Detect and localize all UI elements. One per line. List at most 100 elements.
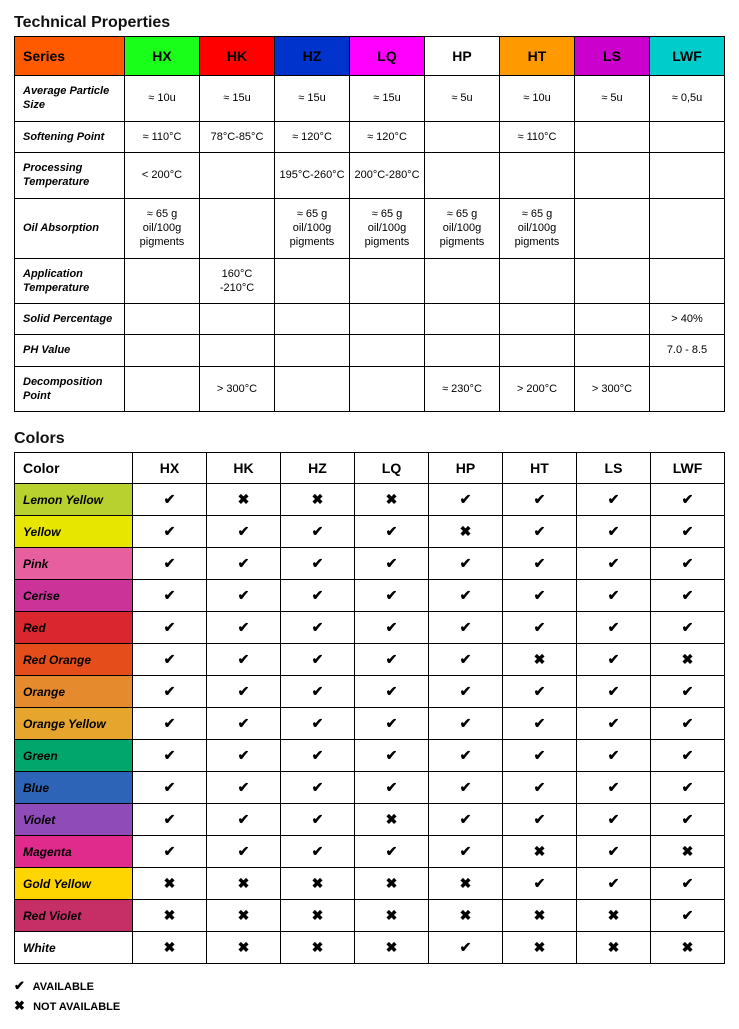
tech-cell bbox=[200, 153, 275, 199]
colors-cell: ✔ bbox=[429, 932, 503, 964]
tech-cell: < 200°C bbox=[125, 153, 200, 199]
colors-cell: ✔ bbox=[429, 836, 503, 868]
colors-cell: ✖ bbox=[133, 900, 207, 932]
colors-cell: ✔ bbox=[281, 548, 355, 580]
check-icon: ✔ bbox=[386, 843, 398, 859]
colors-cell: ✖ bbox=[429, 900, 503, 932]
colors-cell: ✔ bbox=[281, 580, 355, 612]
tech-row: Average Particle Size≈ 10u≈ 15u≈ 15u≈ 15… bbox=[15, 76, 725, 122]
tech-cell bbox=[350, 366, 425, 412]
tech-row: Softening Point≈ 110°C78°C-85°C≈ 120°C≈ … bbox=[15, 121, 725, 152]
legend: ✔ AVAILABLE ✖ NOT AVAILABLE bbox=[14, 976, 725, 1015]
check-icon: ✔ bbox=[608, 587, 620, 603]
check-icon: ✔ bbox=[460, 715, 472, 731]
colors-cell: ✖ bbox=[207, 932, 281, 964]
colors-row: Red Orange✔✔✔✔✔✖✔✖ bbox=[15, 644, 725, 676]
colors-cell: ✖ bbox=[281, 932, 355, 964]
tech-header-col: HZ bbox=[275, 37, 350, 76]
tech-cell: ≈ 0,5u bbox=[650, 76, 725, 122]
check-icon: ✔ bbox=[312, 715, 324, 731]
check-icon: ✔ bbox=[312, 555, 324, 571]
check-icon: ✔ bbox=[312, 523, 324, 539]
check-icon: ✔ bbox=[460, 555, 472, 571]
tech-cell: ≈ 15u bbox=[275, 76, 350, 122]
colors-cell: ✖ bbox=[355, 804, 429, 836]
colors-header-col: HZ bbox=[281, 453, 355, 484]
colors-cell: ✖ bbox=[133, 932, 207, 964]
colors-row-label: Red Violet bbox=[15, 900, 133, 932]
tech-cell bbox=[575, 153, 650, 199]
colors-cell: ✔ bbox=[281, 612, 355, 644]
check-icon: ✔ bbox=[460, 587, 472, 603]
colors-cell: ✔ bbox=[207, 516, 281, 548]
colors-cell: ✔ bbox=[651, 484, 725, 516]
colors-cell: ✔ bbox=[651, 516, 725, 548]
tech-cell: ≈ 230°C bbox=[425, 366, 500, 412]
tech-cell bbox=[425, 121, 500, 152]
tech-cell bbox=[650, 153, 725, 199]
tech-cell bbox=[575, 258, 650, 304]
colors-cell: ✖ bbox=[355, 932, 429, 964]
colors-row-label: Orange bbox=[15, 676, 133, 708]
colors-cell: ✖ bbox=[207, 484, 281, 516]
colors-row-label: Yellow bbox=[15, 516, 133, 548]
cross-icon: ✖ bbox=[460, 523, 472, 539]
check-icon: ✔ bbox=[608, 523, 620, 539]
tech-cell bbox=[425, 258, 500, 304]
colors-cell: ✖ bbox=[503, 932, 577, 964]
check-icon: ✔ bbox=[460, 843, 472, 859]
check-icon: ✔ bbox=[608, 779, 620, 795]
colors-header-color: Color bbox=[15, 453, 133, 484]
colors-row-label: Cerise bbox=[15, 580, 133, 612]
colors-cell: ✖ bbox=[281, 900, 355, 932]
colors-cell: ✔ bbox=[429, 708, 503, 740]
colors-cell: ✔ bbox=[577, 580, 651, 612]
tech-cell bbox=[125, 258, 200, 304]
colors-cell: ✔ bbox=[133, 804, 207, 836]
colors-cell: ✔ bbox=[503, 548, 577, 580]
cross-icon: ✖ bbox=[534, 651, 546, 667]
check-icon: ✔ bbox=[164, 779, 176, 795]
cross-icon: ✖ bbox=[238, 939, 250, 955]
colors-cell: ✔ bbox=[577, 548, 651, 580]
check-icon: ✔ bbox=[608, 555, 620, 571]
colors-cell: ✔ bbox=[281, 676, 355, 708]
colors-cell: ✔ bbox=[355, 836, 429, 868]
colors-cell: ✔ bbox=[355, 676, 429, 708]
colors-row-label: Pink bbox=[15, 548, 133, 580]
tech-row-label: Solid Percentage bbox=[15, 304, 125, 335]
colors-cell: ✔ bbox=[429, 740, 503, 772]
cross-icon: ✖ bbox=[312, 907, 324, 923]
colors-cell: ✔ bbox=[355, 740, 429, 772]
cross-icon: ✖ bbox=[682, 939, 694, 955]
colors-cell: ✔ bbox=[503, 516, 577, 548]
colors-cell: ✔ bbox=[577, 516, 651, 548]
colors-row-label: Red Orange bbox=[15, 644, 133, 676]
colors-cell: ✔ bbox=[207, 740, 281, 772]
check-icon: ✔ bbox=[460, 811, 472, 827]
colors-cell: ✖ bbox=[355, 484, 429, 516]
colors-cell: ✔ bbox=[281, 516, 355, 548]
tech-cell: ≈ 65 g oil/100g pigments bbox=[125, 198, 200, 258]
colors-cell: ✖ bbox=[651, 644, 725, 676]
check-icon: ✔ bbox=[386, 683, 398, 699]
colors-header-col: HX bbox=[133, 453, 207, 484]
tech-cell: ≈ 65 g oil/100g pigments bbox=[275, 198, 350, 258]
legend-available-label: AVAILABLE bbox=[33, 981, 94, 993]
tech-header-col: HX bbox=[125, 37, 200, 76]
tech-cell: ≈ 5u bbox=[575, 76, 650, 122]
check-icon: ✔ bbox=[164, 619, 176, 635]
tech-row-label: Application Temperature bbox=[15, 258, 125, 304]
tech-header-col: HK bbox=[200, 37, 275, 76]
tech-row: PH Value7.0 - 8.5 bbox=[15, 335, 725, 366]
colors-row: White✖✖✖✖✔✖✖✖ bbox=[15, 932, 725, 964]
colors-cell: ✔ bbox=[577, 740, 651, 772]
colors-header-col: HT bbox=[503, 453, 577, 484]
tech-row: Application Temperature160°C -210°C bbox=[15, 258, 725, 304]
check-icon: ✔ bbox=[312, 619, 324, 635]
colors-row-label: Orange Yellow bbox=[15, 708, 133, 740]
check-icon: ✔ bbox=[312, 683, 324, 699]
tech-cell: > 300°C bbox=[575, 366, 650, 412]
colors-cell: ✖ bbox=[503, 644, 577, 676]
cross-icon: ✖ bbox=[164, 907, 176, 923]
